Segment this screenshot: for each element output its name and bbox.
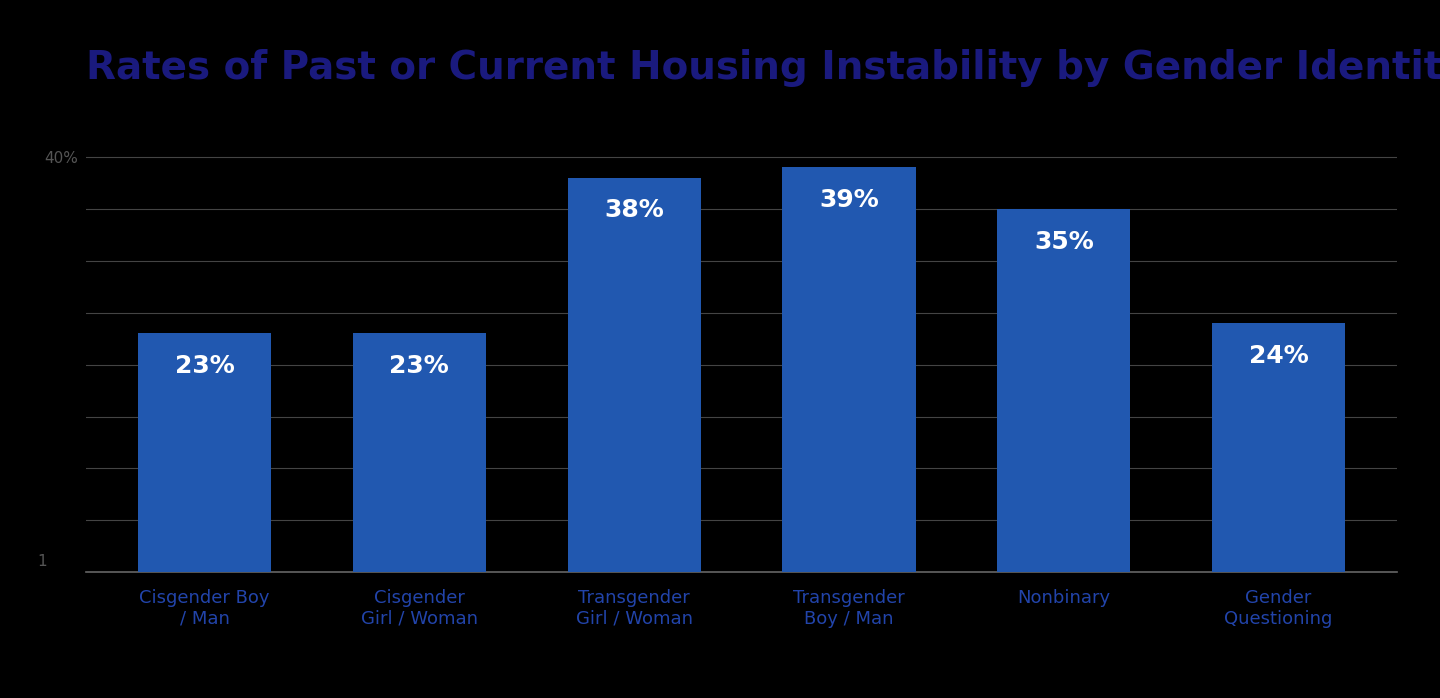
Bar [138,334,271,572]
Bar [782,168,916,572]
Bar [998,209,1130,572]
Bar [353,334,485,572]
Text: 23%: 23% [174,354,235,378]
Text: 38%: 38% [605,198,664,223]
Text: 39%: 39% [819,188,878,212]
Text: 1: 1 [37,554,48,569]
Text: 23%: 23% [389,354,449,378]
Text: Rates of Past or Current Housing Instability by Gender Identity: Rates of Past or Current Housing Instabi… [86,49,1440,87]
Bar [567,177,701,572]
Text: 35%: 35% [1034,230,1094,253]
Bar [1212,323,1345,572]
Text: 24%: 24% [1248,344,1309,368]
